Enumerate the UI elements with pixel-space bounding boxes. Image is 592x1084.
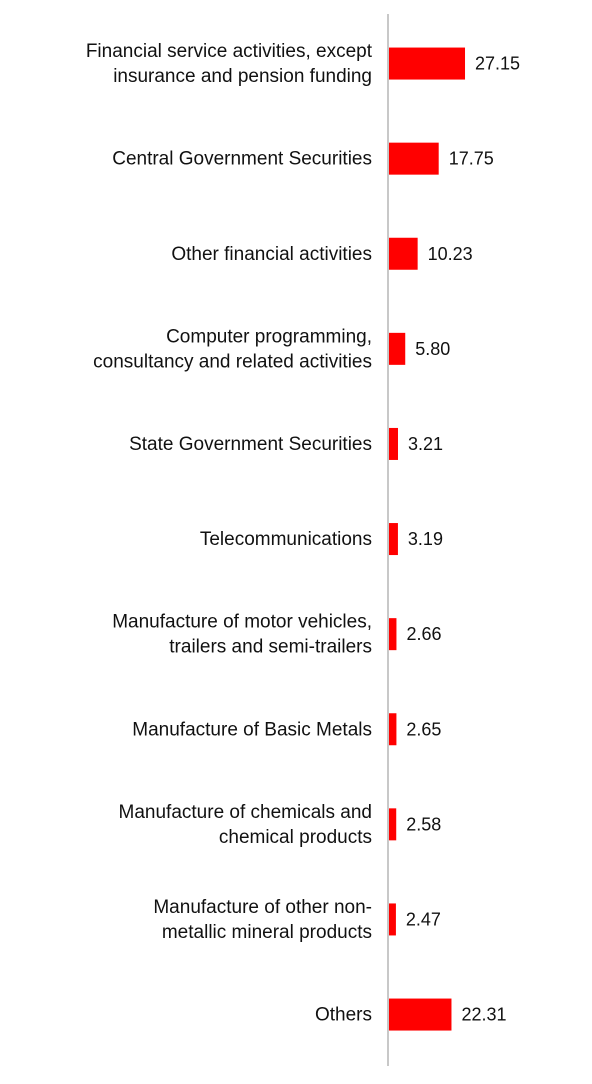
bar — [389, 998, 452, 1031]
category-label: State Government Securities — [129, 434, 372, 455]
bar — [389, 523, 398, 556]
category-label: consultancy and related activities — [93, 351, 372, 372]
category-label: Manufacture of Basic Metals — [132, 719, 372, 740]
bar-value-label: 10.23 — [428, 244, 473, 264]
category-label: chemical products — [219, 827, 372, 848]
bar-value-label: 2.47 — [406, 909, 441, 929]
bar — [389, 332, 406, 365]
bar-value-label: 2.65 — [406, 719, 441, 739]
category-label: Manufacture of other non- — [153, 897, 372, 918]
category-label: trailers and semi-trailers — [169, 637, 372, 658]
bar-value-label: 17.75 — [449, 149, 494, 169]
bar — [389, 427, 398, 460]
bar — [389, 237, 418, 270]
bar-value-label: 27.15 — [475, 54, 520, 74]
bar-value-label: 2.58 — [406, 814, 441, 834]
category-label: Others — [315, 1005, 372, 1026]
category-label: metallic mineral products — [162, 922, 372, 943]
bar — [389, 618, 397, 651]
bar-value-label: 2.66 — [406, 624, 441, 644]
bar — [389, 142, 439, 175]
bar — [389, 713, 397, 746]
category-label: Financial service activities, except — [86, 41, 373, 62]
category-label: Computer programming, — [166, 326, 372, 347]
bar — [389, 47, 466, 80]
category-label: Other financial activities — [171, 244, 372, 265]
bar-value-label: 3.19 — [408, 529, 443, 549]
bar — [389, 903, 396, 936]
category-label: Central Government Securities — [112, 149, 372, 170]
bars-group: 27.15 Financial service activities, excep… — [86, 41, 520, 1031]
bar-value-label: 22.31 — [461, 1005, 506, 1025]
bar-value-label: 3.21 — [408, 434, 443, 454]
bar — [389, 808, 397, 841]
category-label: Manufacture of motor vehicles, — [112, 612, 372, 633]
category-label: Manufacture of chemicals and — [119, 802, 372, 823]
bar-value-label: 5.80 — [415, 339, 450, 359]
category-label: insurance and pension funding — [113, 66, 372, 87]
category-label: Telecommunications — [200, 529, 372, 550]
